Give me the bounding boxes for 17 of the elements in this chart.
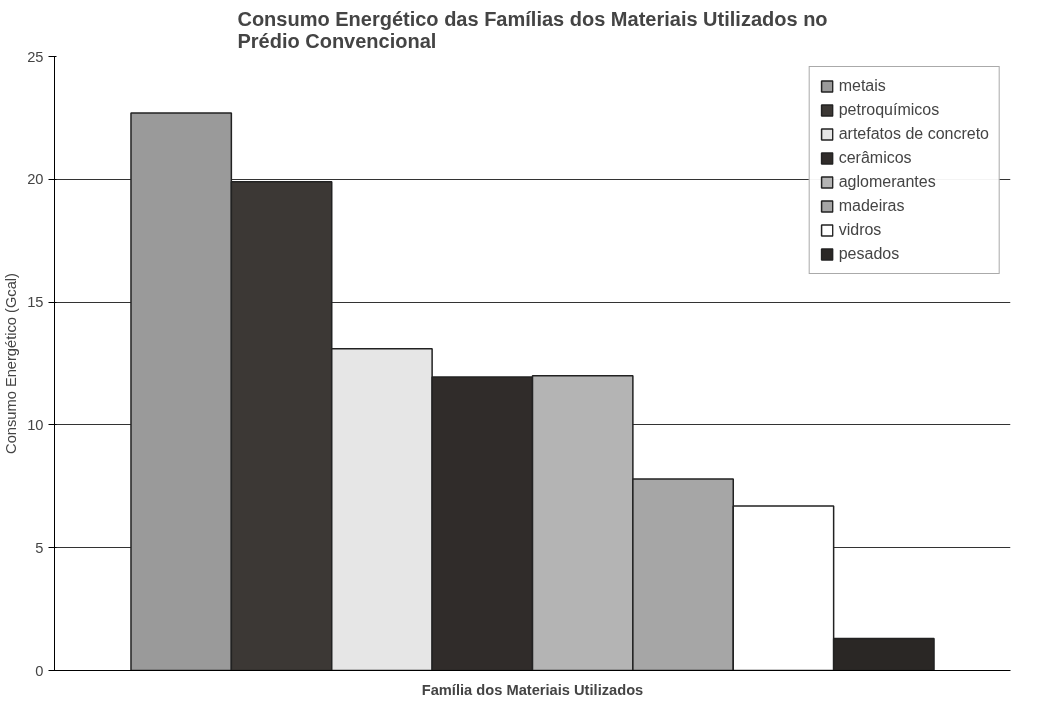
legend-label: pesados — [838, 245, 900, 263]
y-tick-label: 25 — [27, 48, 44, 65]
y-tick-label: 20 — [27, 171, 44, 188]
y-tick-label: 5 — [35, 539, 44, 556]
legend-label: artefatos de concreto — [838, 125, 989, 143]
y-tick-label: 15 — [27, 294, 44, 311]
x-axis-title: Família dos Materiais Utilizados — [421, 681, 644, 698]
legend-label: metais — [838, 77, 886, 95]
legend-label: petroquímicos — [838, 101, 940, 119]
legend-label: aglomerantes — [838, 173, 936, 191]
y-tick-label: 10 — [27, 416, 44, 433]
chart-title: Consumo Energético das Famílias dos Materiais Utilizados no Prédio Convencional — [237, 7, 828, 52]
legend-label: madeiras — [838, 197, 905, 215]
y-tick-label: 0 — [35, 662, 44, 679]
legend-label: cerâmicos — [838, 149, 912, 167]
y-axis-title: Consumo Energético (Gcal) — [3, 273, 20, 454]
legend-label: vidros — [838, 221, 882, 239]
